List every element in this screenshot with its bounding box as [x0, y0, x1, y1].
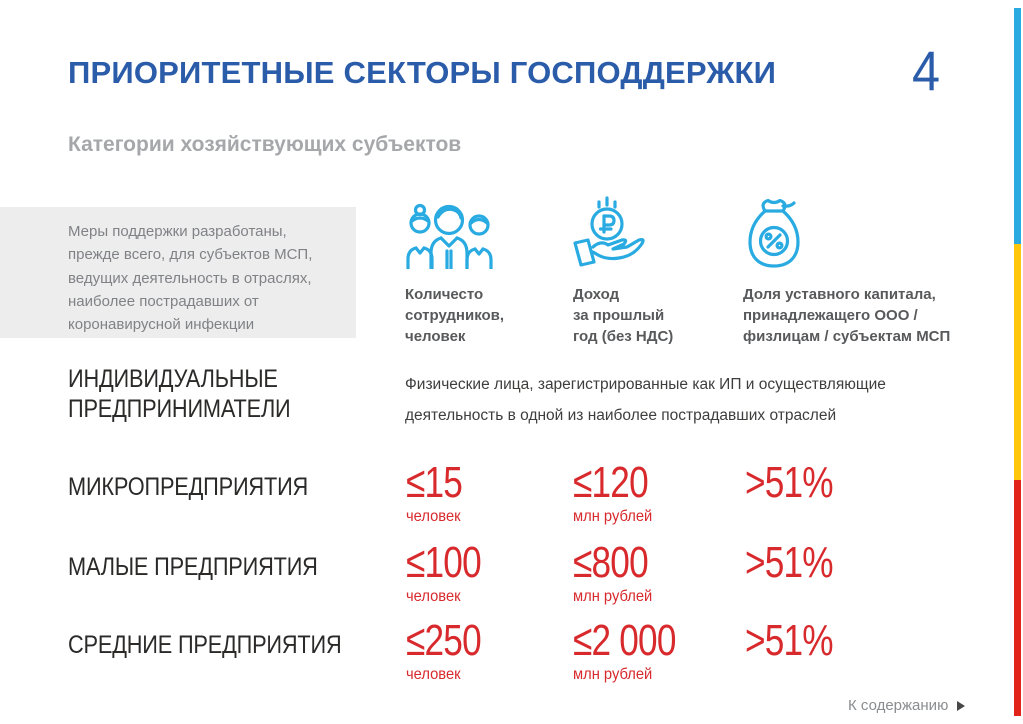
arrow-right-icon: [957, 700, 966, 711]
page-title: ПРИОРИТЕТНЫЕ СЕКТОРЫ ГОСПОДДЕРЖКИ: [68, 55, 777, 90]
value-unit: человек: [406, 508, 461, 525]
small-revenue-value: ≤800 млн рублей: [573, 541, 667, 606]
intro-text: Меры поддержки разработаны, прежде всего…: [68, 223, 313, 333]
small-share-value: >51%: [745, 541, 855, 585]
individual-entrepreneurs-description: Физические лица, зарегистрированные как …: [405, 376, 886, 424]
to-contents-label: К содержанию: [848, 697, 949, 714]
value: ≤800: [573, 538, 649, 587]
page-number: 4: [912, 39, 941, 102]
micro-share-value: >51%: [745, 461, 855, 505]
value-unit: млн рублей: [573, 508, 653, 525]
money-bag-percent-icon: [742, 198, 806, 270]
income-hand-ruble-icon: [568, 195, 646, 269]
value: >51%: [745, 616, 834, 665]
stripe-blue-segment: [1014, 8, 1021, 244]
value: ≤2 000: [573, 616, 676, 665]
stripe-yellow-segment: [1014, 244, 1021, 480]
category-label-individual-entrepreneurs: ИНДИВИДУАЛЬНЫЕ ПРЕДПРИНИМАТЕЛИ: [68, 365, 291, 423]
value: ≤120: [573, 458, 649, 507]
edge-stripe: [1014, 8, 1021, 716]
intro-box: Меры поддержки разработаны, прежде всего…: [0, 207, 356, 338]
category-label-small-enterprises: МАЛЫЕ ПРЕДПРИЯТИЯ: [68, 553, 318, 581]
value: >51%: [745, 458, 834, 507]
small-employees-value: ≤100 человек: [406, 541, 500, 606]
value: ≤15: [406, 458, 463, 507]
micro-employees-value: ≤15 человек: [406, 461, 476, 526]
to-contents-link[interactable]: К содержанию: [848, 697, 966, 714]
medium-employees-value: ≤250 человек: [406, 619, 500, 684]
page-subtitle: Категории хозяйствующих субъектов: [68, 133, 462, 156]
micro-revenue-value: ≤120 млн рублей: [573, 461, 667, 526]
value-unit: человек: [406, 588, 461, 605]
column-header-income: Доход за прошлый год (без НДС): [573, 286, 674, 345]
value: >51%: [745, 538, 834, 587]
value-unit: млн рублей: [573, 666, 653, 683]
medium-share-value: >51%: [745, 619, 855, 663]
value: ≤100: [406, 538, 482, 587]
category-label-micro-enterprises: МИКРОПРЕДПРИЯТИЯ: [68, 473, 309, 501]
medium-revenue-value: ≤2 000 млн рублей: [573, 619, 701, 684]
category-label-medium-enterprises: СРЕДНИЕ ПРЕДПРИЯТИЯ: [68, 631, 342, 659]
column-header-employees: Количесто сотрудников, человек: [405, 286, 505, 345]
value: ≤250: [406, 616, 482, 665]
value-unit: человек: [406, 666, 461, 683]
stripe-red-segment: [1014, 480, 1021, 716]
value-unit: млн рублей: [573, 588, 653, 605]
column-header-capital-share: Доля уставного капитала, принадлежащего …: [743, 286, 951, 345]
employees-icon: [402, 203, 496, 269]
